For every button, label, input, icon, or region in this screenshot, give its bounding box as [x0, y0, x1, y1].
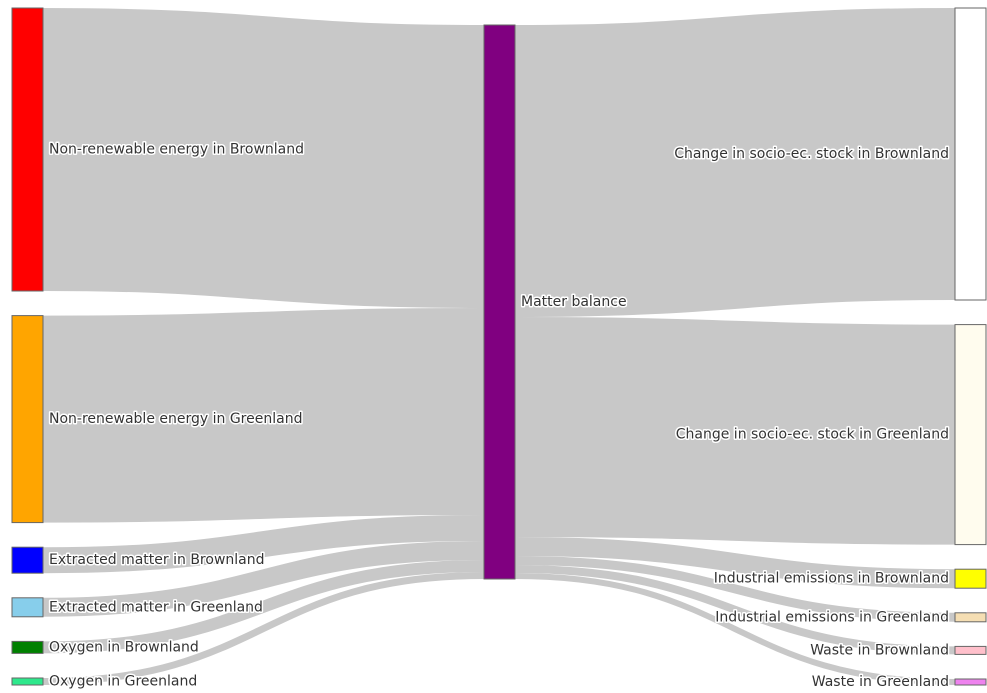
node-label: Industrial emissions in Greenland	[715, 609, 949, 625]
link	[514, 317, 956, 545]
node	[954, 324, 987, 546]
node-label: Non-renewable energy in Brownland	[49, 142, 304, 158]
node	[483, 24, 516, 580]
link	[42, 572, 485, 685]
node-label: Extracted matter in Brownland	[49, 552, 265, 568]
node	[954, 612, 987, 623]
node-label: Change in socio-ec. stock in Brownland	[674, 146, 949, 162]
node-label: Waste in Brownland	[810, 642, 949, 658]
link	[42, 560, 485, 654]
node	[11, 597, 44, 618]
link	[42, 541, 485, 617]
link	[514, 565, 956, 655]
link	[42, 515, 485, 574]
node	[954, 7, 987, 301]
node-label: Oxygen in Brownland	[49, 639, 199, 655]
node	[954, 645, 987, 655]
nodes	[11, 7, 987, 686]
node-label: Waste in Greenland	[812, 674, 949, 690]
node	[954, 568, 987, 589]
link	[514, 8, 956, 317]
link	[514, 573, 956, 685]
node-label: Extracted matter in Greenland	[49, 599, 263, 615]
labels: Non-renewable energy in Brownland Non-ren…	[48, 140, 951, 692]
node	[954, 678, 987, 686]
node-label: Change in socio-ec. stock in Greenland	[676, 427, 949, 443]
link	[514, 537, 956, 589]
link	[42, 308, 485, 523]
node	[11, 7, 44, 292]
node-label: Oxygen in Greenland	[49, 674, 197, 690]
node-label: Matter balance	[521, 294, 627, 310]
node	[11, 546, 44, 574]
node-label: Non-renewable energy in Greenland	[49, 411, 302, 427]
node	[11, 315, 44, 524]
link	[42, 8, 485, 308]
link	[514, 556, 956, 622]
node	[11, 640, 44, 654]
links	[42, 8, 956, 685]
node	[11, 677, 44, 686]
node-label: Industrial emissions in Brownland	[714, 571, 949, 587]
